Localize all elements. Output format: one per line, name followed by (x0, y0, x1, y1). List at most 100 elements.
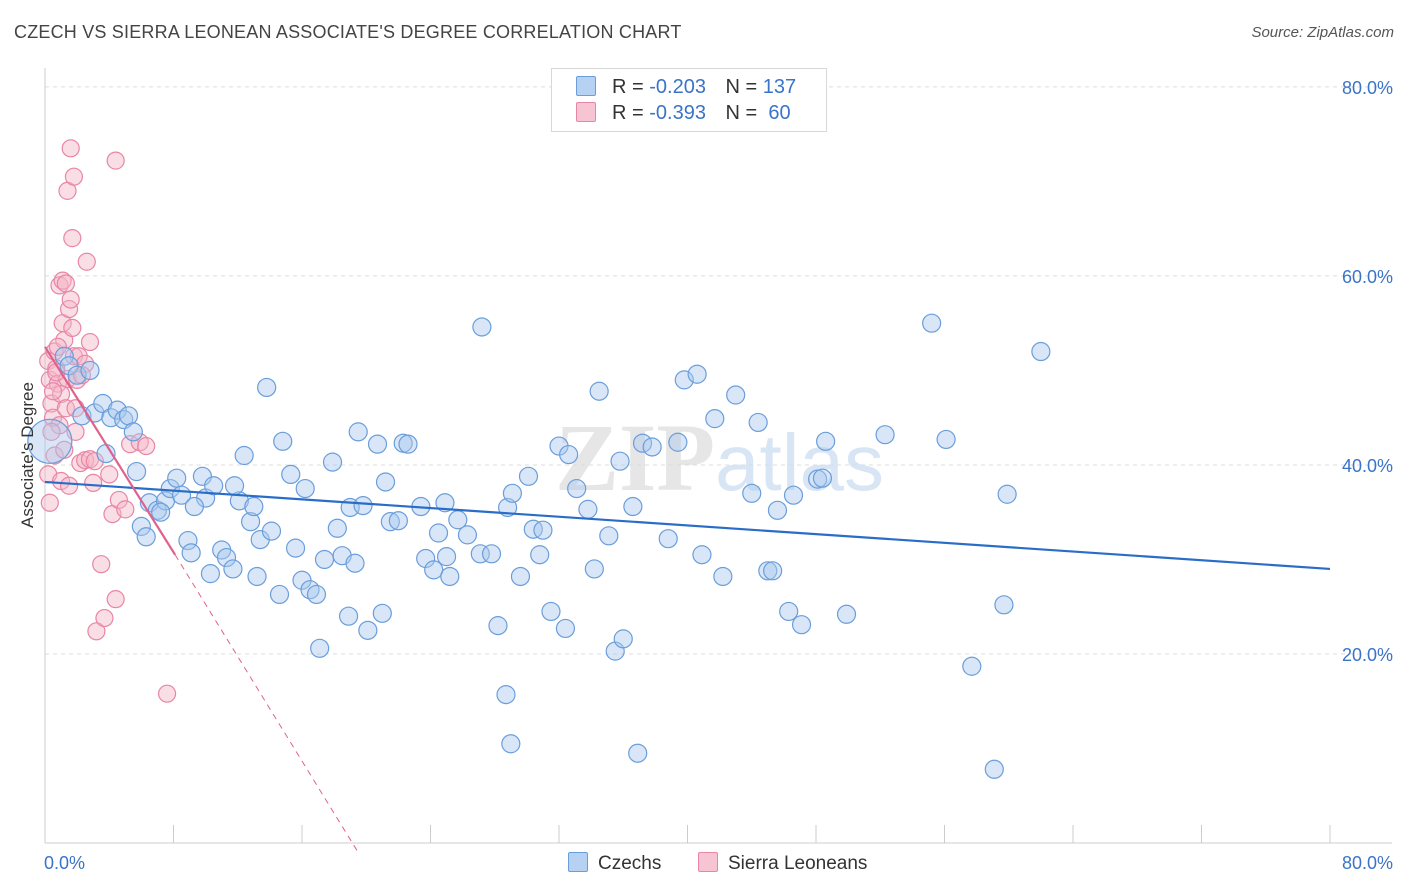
sierra-point (109, 490, 128, 510)
czech-point (192, 466, 213, 486)
sierra-point (40, 493, 59, 512)
czech-point (314, 549, 335, 570)
czech-point (632, 433, 653, 453)
legend-row-sierra: R = -0.393 N = 60 (576, 102, 791, 125)
czech-point (779, 601, 799, 622)
czech-point (559, 444, 579, 465)
czech-point (118, 406, 139, 426)
bottom-legend-czechs: Czechs (568, 852, 661, 875)
czech-point (994, 595, 1014, 615)
czech-swatch (568, 852, 588, 872)
stats-legend: R = -0.203 N = 137 R = -0.393 N = 60 (551, 68, 827, 132)
czech-point (567, 478, 587, 499)
czech-point (510, 566, 531, 587)
czech-point (836, 604, 857, 624)
czech-point (523, 519, 543, 539)
x-tick-label: 80.0% (1342, 853, 1393, 873)
czech-point (372, 603, 392, 623)
czech-point (623, 496, 643, 517)
sierra-point (59, 476, 79, 495)
sierra-point (137, 436, 156, 456)
sierra-swatch (698, 852, 718, 872)
czech-point (306, 584, 327, 605)
sierra-point (106, 590, 125, 609)
czech-point (285, 538, 306, 558)
sierra-point (63, 229, 82, 248)
czech-point (812, 468, 833, 488)
czech-point (322, 452, 343, 472)
czech-point (388, 511, 408, 531)
sierra-point (87, 622, 106, 641)
czech-point (367, 434, 388, 454)
czech-point (816, 431, 836, 451)
czech-point (241, 512, 261, 532)
czech-point (875, 425, 895, 445)
sierra-point (100, 465, 119, 484)
sierra-point (84, 473, 103, 493)
czech-point (247, 566, 267, 587)
sierra-point (53, 271, 72, 290)
czech-point (167, 468, 187, 488)
czech-points (27, 313, 1051, 779)
czech-point (281, 464, 301, 485)
watermark-zip: ZIP (555, 404, 715, 511)
czech-point (610, 451, 630, 471)
czech-point (348, 422, 368, 442)
czech-point (922, 313, 942, 333)
czech-point (668, 432, 688, 452)
sierra-swatch (576, 102, 596, 122)
czech-point (200, 564, 221, 584)
r-value-sierra: -0.393 (649, 102, 706, 124)
czech-point (470, 544, 490, 564)
czech-point (748, 412, 768, 433)
czech-point (178, 530, 198, 551)
czechs-label: Czechs (598, 853, 662, 874)
czech-point (791, 615, 812, 635)
czech-point (705, 409, 725, 429)
czech-swatch (576, 76, 596, 96)
sierra-points (39, 139, 177, 703)
czech-point (234, 445, 254, 466)
sierra-point (56, 274, 75, 293)
czech-point (658, 529, 678, 549)
czech-point (984, 759, 1004, 779)
tick-labels: 20.0% 40.0% 60.0% 80.0% 0.0% 80.0% (44, 78, 1393, 873)
czech-point (327, 518, 347, 538)
sierra-point (64, 167, 84, 186)
sierra-trend-line (44, 346, 177, 556)
czech-point (345, 553, 365, 573)
y-tick-label: 40.0% (1342, 456, 1393, 476)
czech-point (599, 526, 619, 546)
czech-point (533, 520, 553, 540)
sierra-point (85, 452, 104, 471)
r-label: R = (612, 76, 644, 98)
sierra-point (71, 453, 90, 473)
czech-point (244, 496, 264, 517)
czech-point (1031, 341, 1051, 362)
bottom-legend-sierra: Sierra Leoneans (698, 852, 867, 875)
czech-point (428, 523, 449, 543)
czech-point (338, 606, 359, 626)
sierra-point (63, 318, 82, 338)
czech-point (763, 561, 783, 581)
czech-point (518, 466, 539, 486)
czech-point (353, 495, 373, 516)
chart-title: CZECH VS SIERRA LEONEAN ASSOCIATE'S DEGR… (14, 22, 682, 42)
czech-point (380, 512, 400, 532)
czech-point (80, 360, 100, 381)
czech-point (742, 483, 762, 503)
czech-point (457, 525, 478, 545)
czech-point (758, 561, 778, 581)
y-tick-label: 60.0% (1342, 267, 1393, 287)
czech-point (216, 547, 237, 568)
czech-point (375, 472, 396, 492)
czech-point (151, 502, 171, 522)
czech-point (481, 544, 502, 564)
czech-point (496, 685, 516, 705)
sierra-point (61, 139, 80, 158)
legend-row-czechs: R = -0.203 N = 137 (576, 76, 796, 99)
sierra-point (95, 608, 114, 628)
grid-lines (45, 86, 1392, 655)
czech-point (555, 618, 576, 639)
czech-point (435, 493, 455, 513)
